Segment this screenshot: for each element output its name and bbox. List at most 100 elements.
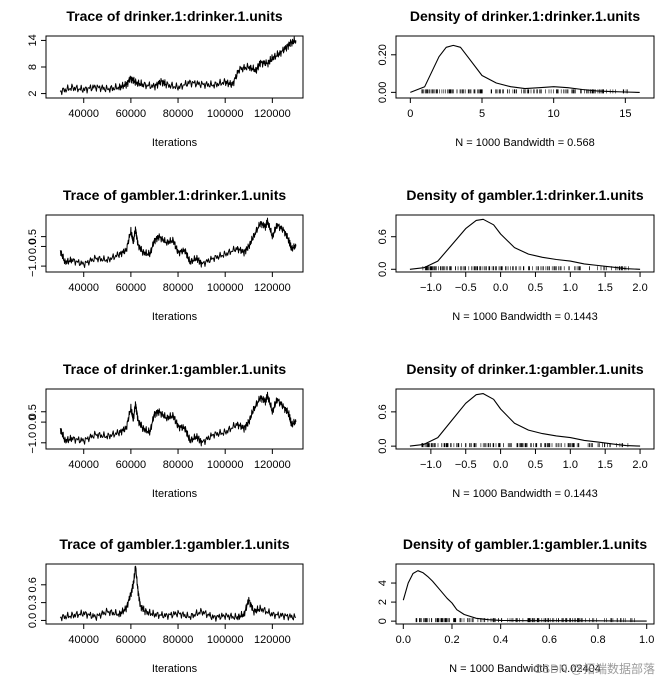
y-tick-label: 14: [27, 34, 39, 46]
x-tick-label: 0.0: [493, 282, 508, 294]
x-axis-label: Iterations: [152, 137, 198, 149]
x-tick-label: 40000: [68, 108, 99, 120]
x-tick-label: 1.5: [598, 282, 613, 294]
panel-title: Density of gambler.1:gambler.1.units: [403, 536, 648, 552]
panel-title: Trace of gambler.1:gambler.1.units: [59, 536, 290, 552]
x-tick-label: 100000: [207, 634, 244, 646]
y-tick-label: 0.5: [27, 229, 39, 244]
x-tick-label: 60000: [116, 459, 147, 471]
x-tick-label: 0.2: [444, 634, 459, 646]
x-tick-label: 60000: [116, 634, 147, 646]
panel-5: Trace of drinker.1:gambler.1.units 40000 6…: [27, 361, 304, 500]
panel-title: Density of drinker.1:gambler.1.units: [406, 361, 644, 377]
y-tick-label: 0.5: [27, 404, 39, 419]
panel-title: Trace of gambler.1:drinker.1.units: [63, 187, 287, 203]
plot-frame: [395, 563, 655, 625]
x-tick-label: 80000: [163, 459, 194, 471]
plot-frame: [395, 214, 655, 273]
series-line: [59, 217, 297, 268]
y-tick-label: −1.0: [27, 432, 39, 454]
series-line: [59, 36, 297, 96]
series-line: [410, 44, 640, 93]
x-tick-label: 80000: [163, 282, 194, 294]
panel-title: Density of gambler.1:drinker.1.units: [406, 187, 644, 203]
y-tick-label: 0: [377, 618, 389, 624]
x-tick-label: 40000: [68, 634, 99, 646]
rug-marks: [421, 443, 629, 448]
x-axis-label: N = 1000 Bandwidth = 0.02404: [449, 663, 601, 675]
y-tick-label: 0.0: [27, 613, 39, 628]
x-tick-label: 80000: [163, 634, 194, 646]
plot-frame: [45, 563, 304, 625]
rug-marks: [421, 89, 628, 94]
x-tick-label: −0.5: [455, 282, 477, 294]
x-tick-label: 100000: [207, 459, 244, 471]
panel-6: Density of drinker.1:gambler.1.units −1.0…: [377, 361, 655, 500]
x-axis-label: N = 1000 Bandwidth = 0.1443: [452, 488, 598, 500]
panel-title: Trace of drinker.1:gambler.1.units: [63, 361, 287, 377]
x-tick-label: 120000: [254, 634, 291, 646]
series-line: [402, 570, 647, 622]
x-tick-label: 100000: [207, 282, 244, 294]
plot-frame: [395, 388, 655, 450]
x-tick-label: 1.0: [563, 459, 578, 471]
x-tick-label: 2.0: [632, 282, 647, 294]
x-tick-label: −1.0: [420, 459, 442, 471]
x-tick-label: 0.4: [493, 634, 508, 646]
y-tick-label: 4: [377, 580, 389, 586]
x-axis-label: N = 1000 Bandwidth = 0.568: [455, 137, 594, 149]
x-tick-label: 10: [548, 108, 560, 120]
plot-frame: [395, 35, 655, 99]
rug-marks: [422, 266, 629, 271]
series-line: [59, 391, 297, 447]
x-tick-label: 60000: [116, 282, 147, 294]
panel-title: Trace of drinker.1:drinker.1.units: [66, 8, 283, 24]
x-axis-label: N = 1000 Bandwidth = 0.1443: [452, 311, 598, 323]
y-tick-label: 0.0: [377, 262, 389, 277]
panel-title: Density of drinker.1:drinker.1.units: [410, 8, 641, 24]
x-tick-label: 120000: [254, 282, 291, 294]
y-tick-label: 0.20: [377, 44, 389, 65]
panel-1: Trace of drinker.1:drinker.1.units 40000 6…: [27, 8, 304, 149]
panel-4: Density of gambler.1:drinker.1.units −1.0…: [377, 187, 655, 323]
x-tick-label: 1.0: [563, 282, 578, 294]
x-tick-label: 0: [407, 108, 413, 120]
panel-8: Density of gambler.1:gambler.1.units 0.0 0…: [377, 536, 655, 675]
y-tick-label: −1.0: [27, 255, 39, 277]
x-tick-label: 1.0: [639, 634, 654, 646]
x-tick-label: 40000: [68, 459, 99, 471]
x-tick-label: 0.0: [493, 459, 508, 471]
series-line: [409, 218, 641, 270]
y-tick-label: 0.00: [377, 82, 389, 103]
series-line: [59, 565, 297, 622]
x-axis-label: Iterations: [152, 311, 198, 323]
x-tick-label: 1.5: [598, 459, 613, 471]
rug-marks: [415, 618, 635, 623]
x-tick-label: −1.0: [420, 282, 442, 294]
x-tick-label: 5: [479, 108, 485, 120]
x-tick-label: 15: [619, 108, 631, 120]
y-tick-label: 0.6: [377, 404, 389, 419]
x-tick-label: 120000: [254, 459, 291, 471]
x-tick-label: 0.6: [542, 634, 557, 646]
series-line: [409, 393, 641, 447]
y-tick-label: 0.0: [27, 239, 39, 254]
plot-frame: [45, 388, 304, 450]
plot-frame: [45, 214, 304, 273]
y-tick-label: 8: [27, 64, 39, 70]
x-tick-label: 0.5: [528, 282, 543, 294]
x-axis-label: Iterations: [152, 488, 198, 500]
y-tick-label: 0.3: [27, 595, 39, 610]
x-tick-label: 120000: [254, 108, 291, 120]
x-tick-label: 2.0: [632, 459, 647, 471]
y-tick-label: 2: [377, 599, 389, 605]
panel-2: Density of drinker.1:drinker.1.units 0 5 10…: [377, 8, 655, 149]
x-tick-label: 80000: [163, 108, 194, 120]
x-tick-label: 0.8: [590, 634, 605, 646]
x-tick-label: 100000: [207, 108, 244, 120]
panel-7: Trace of gambler.1:gambler.1.units 40000 6…: [27, 536, 304, 675]
watermark-text: CSDN @拓端数据部落: [533, 662, 655, 676]
y-tick-label: 0.0: [377, 438, 389, 453]
y-tick-label: 0.6: [27, 577, 39, 592]
